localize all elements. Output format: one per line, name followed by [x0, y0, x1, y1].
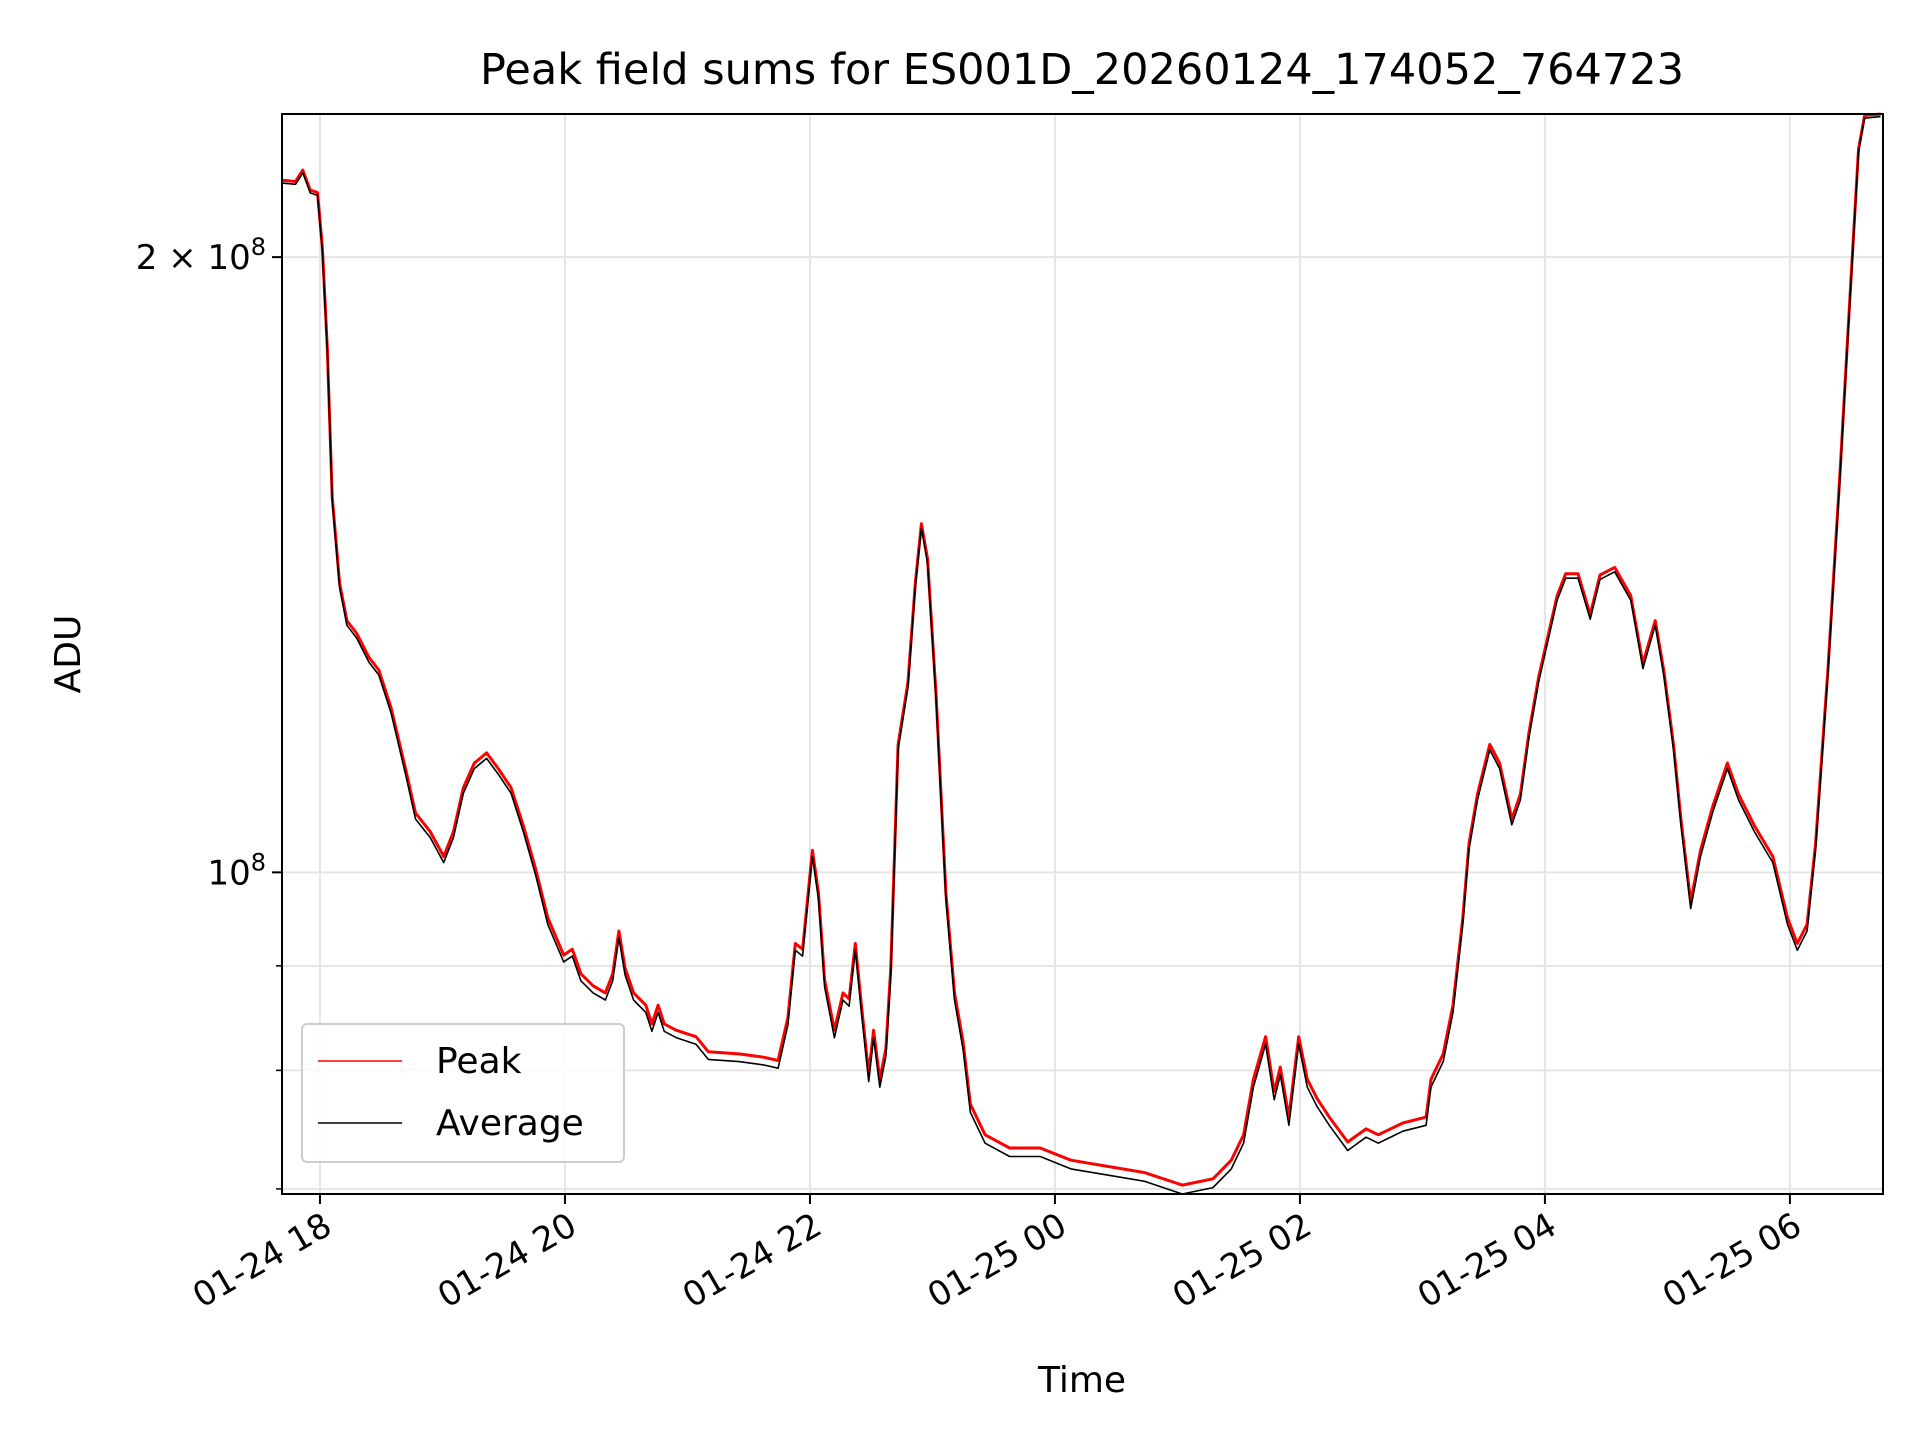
- y-tick-label: 2 × 108: [136, 233, 266, 278]
- series-layer: [281, 112, 1881, 1195]
- x-tick-label: 01-25 00: [921, 1205, 1073, 1316]
- legend-label-average: Average: [436, 1103, 584, 1144]
- legend-box: [301, 1023, 625, 1163]
- legend-label-peak: Peak: [436, 1041, 522, 1082]
- x-tick-label: 01-25 04: [1411, 1205, 1563, 1316]
- x-tick-label: 01-24 22: [676, 1205, 828, 1316]
- x-tick-label: 01-24 18: [186, 1205, 338, 1316]
- x-axis: 01-24 18 01-24 20 01-24 22 01-25 00 01-25 02…: [186, 1194, 1808, 1316]
- y-tick-label: 108: [207, 848, 266, 893]
- series-line-average: [281, 115, 1881, 1195]
- legend: Peak Average: [301, 1023, 625, 1163]
- x-tick-label: 01-25 06: [1656, 1205, 1808, 1316]
- y-axis: 2 × 108 108: [136, 233, 282, 1190]
- x-tick-label: 01-25 02: [1166, 1205, 1318, 1316]
- chart-title: Peak field sums for ES001D_20260124_1740…: [480, 45, 1684, 95]
- x-tick-label: 01-24 20: [431, 1205, 583, 1316]
- plot-frame: [281, 113, 1884, 1195]
- y-axis-label: ADU: [48, 615, 89, 694]
- x-axis-label: Time: [1037, 1360, 1126, 1401]
